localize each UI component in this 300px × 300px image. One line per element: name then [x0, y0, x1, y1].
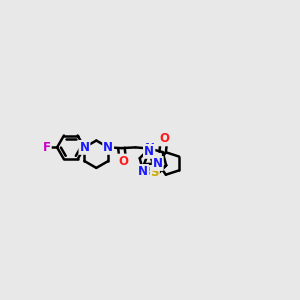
Text: N: N	[138, 165, 148, 178]
Text: F: F	[43, 141, 51, 154]
Text: S: S	[150, 166, 159, 179]
Text: N: N	[153, 157, 163, 170]
Text: N: N	[144, 145, 154, 158]
Text: N: N	[103, 141, 113, 154]
Text: N: N	[80, 141, 89, 154]
Text: N: N	[144, 142, 154, 155]
Text: O: O	[118, 154, 128, 168]
Text: O: O	[159, 132, 169, 145]
